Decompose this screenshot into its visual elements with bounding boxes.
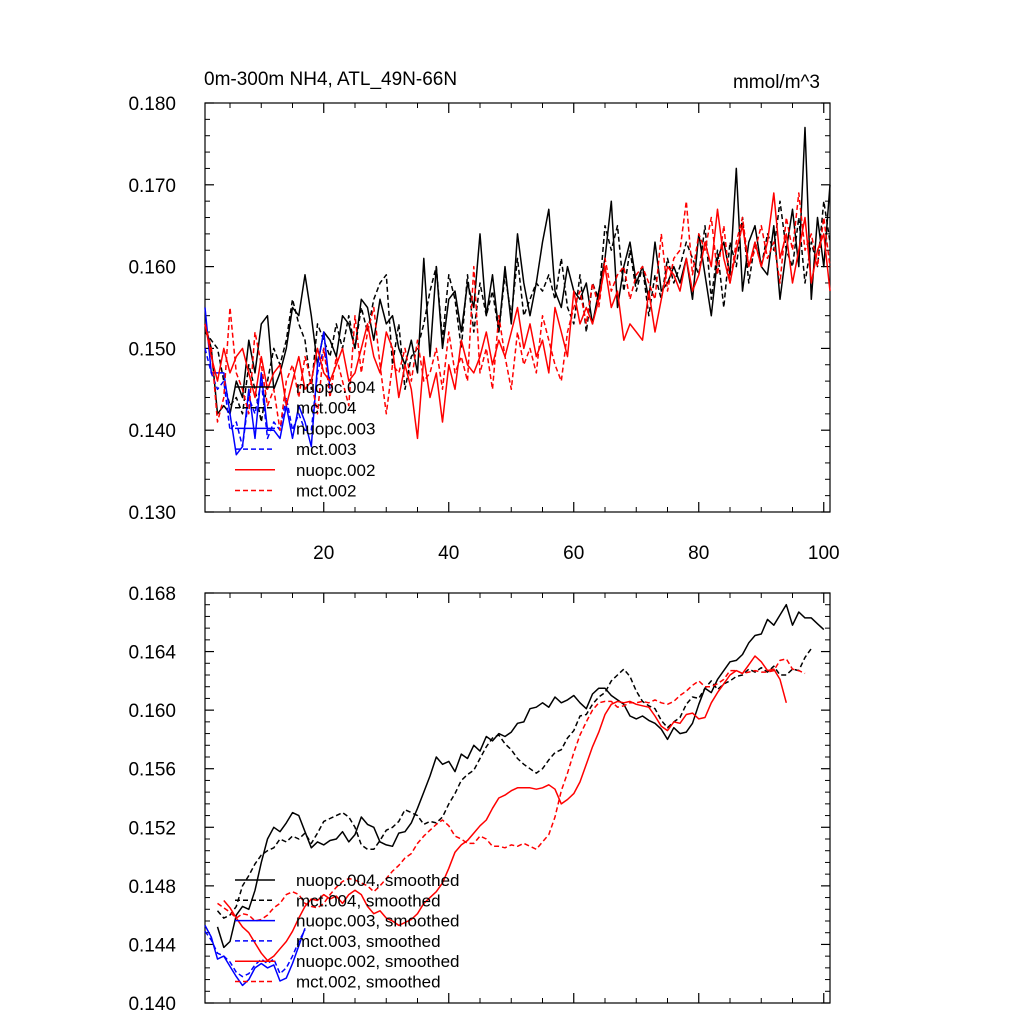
y-tick-label: 0.164: [128, 643, 176, 664]
legend-label: mct.004, smoothed: [296, 891, 441, 910]
x-tick-label: 100: [808, 543, 840, 564]
bottom-plot: 0.140 0.144 0.148 0.152 0.156 0.160 0.164 0.168…: [128, 584, 831, 1015]
y-tick-label: 0.152: [128, 818, 176, 839]
legend-label: nuopc.004: [296, 378, 375, 397]
series-line: [223, 655, 788, 962]
legend-label: nuopc.004, smoothed: [296, 871, 460, 890]
legend-label: nuopc.002, smoothed: [296, 952, 460, 971]
y-tick-label: 0.170: [128, 176, 176, 197]
legend-label: nuopc.003: [296, 419, 375, 438]
x-tick-label: 80: [688, 543, 709, 564]
plot-frame: [204, 592, 831, 1004]
chart-title: 0m-300m NH4, ATL_49N-66N: [204, 69, 457, 90]
series-line: [216, 648, 812, 919]
y-tick-label: 0.160: [128, 701, 176, 722]
legend-label: nuopc.003, smoothed: [296, 912, 460, 931]
series-line: [216, 603, 825, 949]
series-line: [204, 347, 331, 448]
legend-label: mct.002, smoothed: [296, 973, 441, 992]
y-tick-label: 0.140: [128, 421, 176, 442]
series-line: [204, 192, 831, 431]
top-plot: 0.130 0.140 0.150 0.160 0.170 0.180 20 40 60 80 10…: [128, 94, 839, 564]
series-line: [204, 307, 331, 456]
legend-label: mct.003: [296, 440, 356, 459]
y-tick-label: 0.160: [128, 258, 176, 279]
legend-label: mct.004: [296, 399, 356, 418]
y-tick-label: 0.144: [128, 935, 176, 956]
x-tick-label: 60: [563, 543, 584, 564]
y-tick-label: 0.150: [128, 339, 176, 360]
legend-label: mct.002: [296, 482, 356, 501]
x-tick-label: 40: [438, 543, 459, 564]
y-tick-label: 0.180: [128, 94, 176, 115]
y-tick-label: 0.130: [128, 503, 176, 524]
series-line: [204, 192, 831, 440]
units-label: mmol/m^3: [733, 72, 820, 93]
series-line: [217, 658, 806, 922]
y-tick-label: 0.148: [128, 877, 176, 898]
legend-label: nuopc.002: [296, 461, 375, 480]
y-tick-label: 0.156: [128, 760, 176, 781]
y-tick-label: 0.140: [128, 994, 176, 1015]
y-tick-label: 0.168: [128, 584, 176, 605]
x-tick-label: 20: [313, 543, 334, 564]
series-line: [204, 126, 831, 415]
series-line: [204, 929, 306, 978]
legend-label: mct.003, smoothed: [296, 932, 441, 951]
series-line: [204, 925, 306, 987]
